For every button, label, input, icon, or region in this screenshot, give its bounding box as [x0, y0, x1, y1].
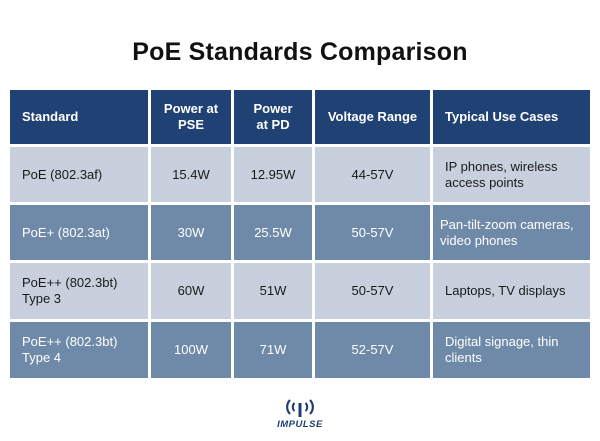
table-cell-voltage-range: 50-57V [315, 263, 430, 319]
table-cell-voltage-range: 52-57V [315, 322, 430, 378]
table-cell-power-at-pse: 15.4W [151, 147, 231, 202]
table-cell-power-at-pd: 51W [234, 263, 312, 319]
table-cell-power-at-pd: 71W [234, 322, 312, 378]
table-cell-standard: PoE++ (802.3bt) Type 3 [10, 263, 148, 319]
table-cell-typical-use-cases: IP phones, wireless access points [433, 147, 590, 202]
column-header-standard: Standard [10, 90, 148, 144]
impulse-logo-icon [286, 399, 314, 417]
logo-text: IMPULSE [277, 419, 323, 430]
table-cell-typical-use-cases: Pan-tilt-zoom cameras, video phones [433, 205, 590, 260]
table-cell-power-at-pse: 30W [151, 205, 231, 260]
table-cell-power-at-pd: 25.5W [234, 205, 312, 260]
table-cell-standard: PoE+ (802.3at) [10, 205, 148, 260]
column-header-power-at-pd: Power at PD [234, 90, 312, 144]
impulse-logo: IMPULSE [270, 398, 330, 434]
table-cell-voltage-range: 50-57V [315, 205, 430, 260]
column-header-power-at-pse: Power at PSE [151, 90, 231, 144]
page-title: PoE Standards Comparison [132, 38, 468, 66]
table-cell-voltage-range: 44-57V [315, 147, 430, 202]
table-cell-power-at-pse: 60W [151, 263, 231, 319]
column-header-typical-use-cases: Typical Use Cases [433, 90, 590, 144]
table-cell-typical-use-cases: Laptops, TV displays [433, 263, 590, 319]
table-cell-standard: PoE++ (802.3bt) Type 4 [10, 322, 148, 378]
table-cell-power-at-pse: 100W [151, 322, 231, 378]
column-header-voltage-range: Voltage Range [315, 90, 430, 144]
table-cell-power-at-pd: 12.95W [234, 147, 312, 202]
table-cell-typical-use-cases: Digital signage, thin clients [433, 322, 590, 378]
table-cell-standard: PoE (802.3af) [10, 147, 148, 202]
